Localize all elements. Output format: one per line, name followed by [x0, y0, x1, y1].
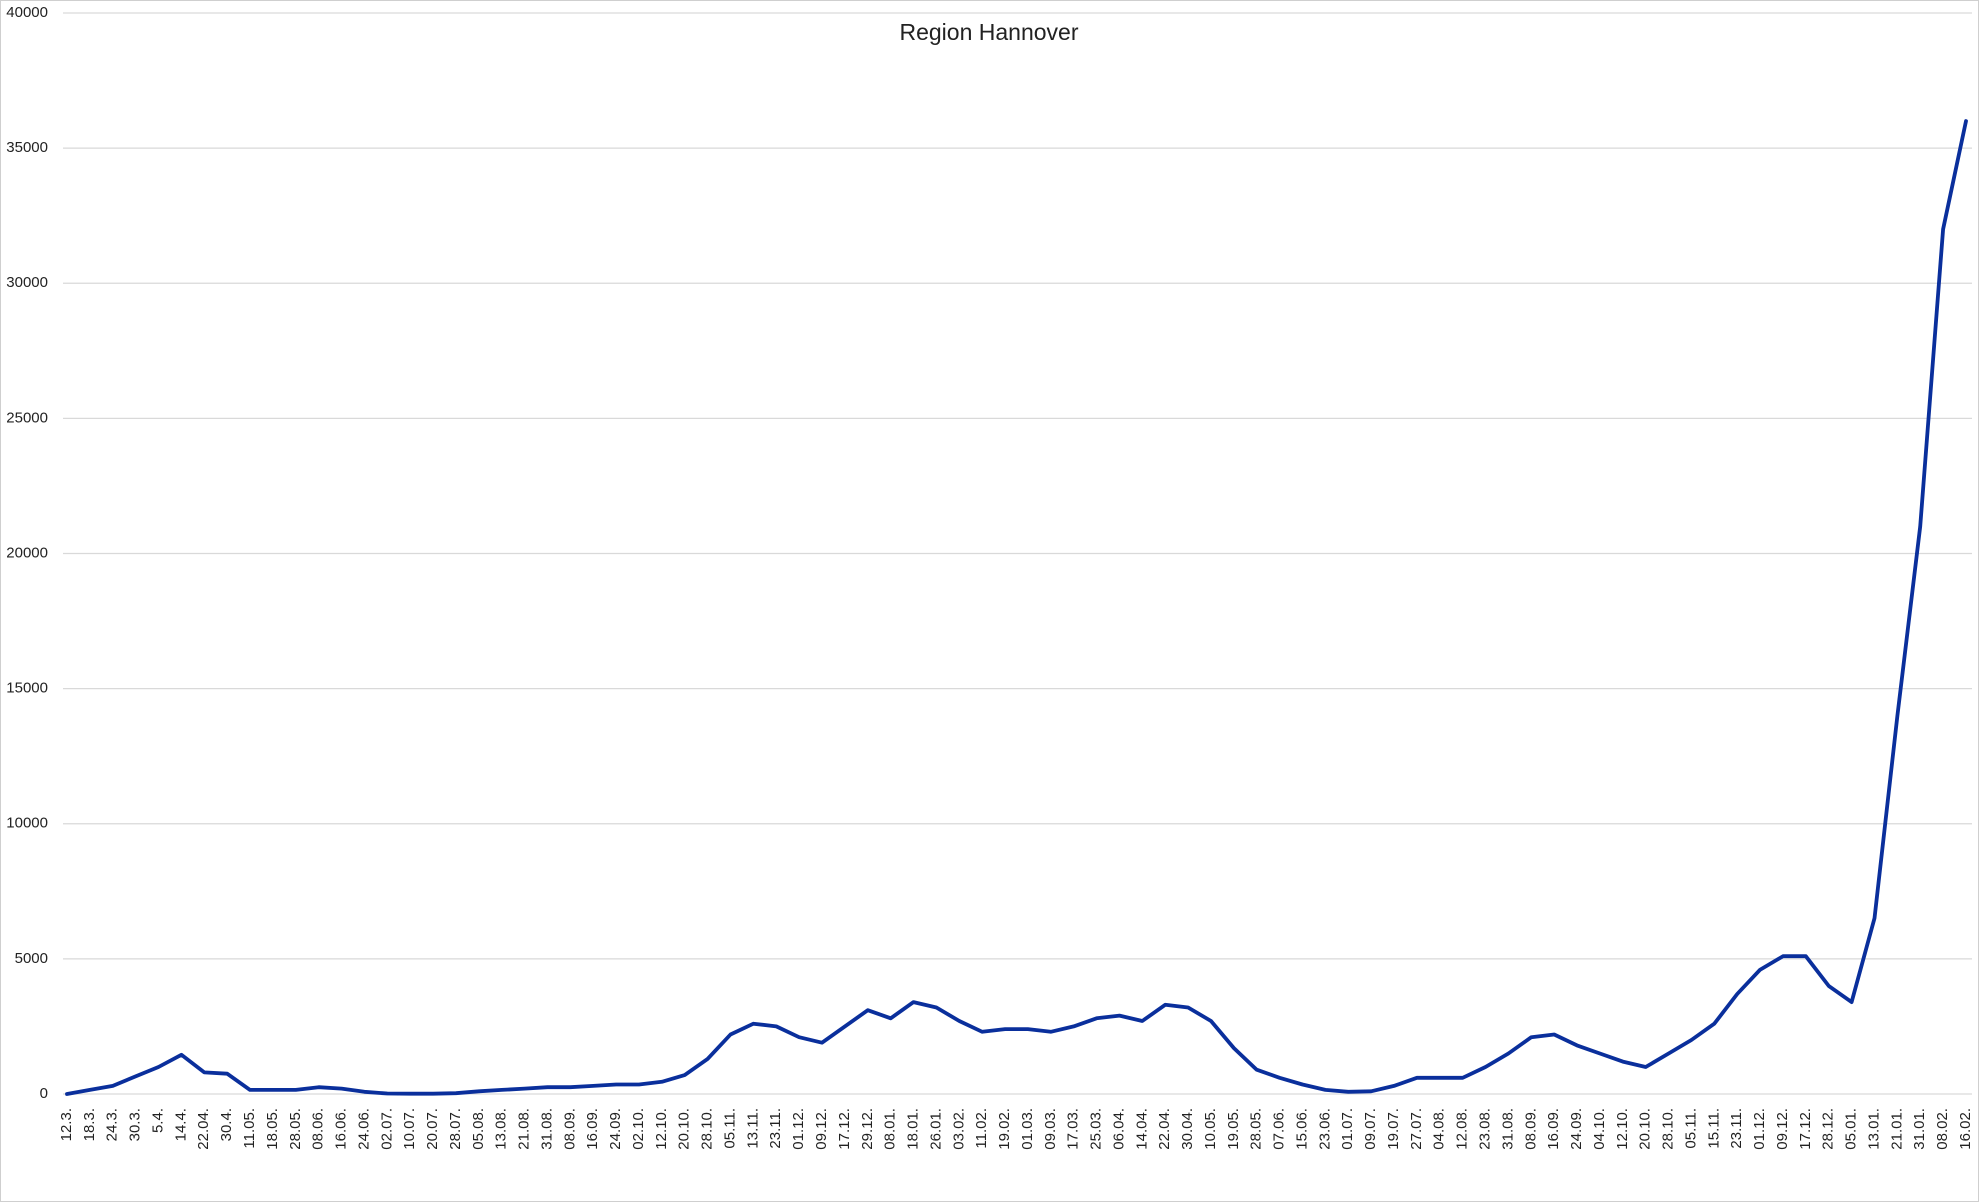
data-line — [65, 119, 1968, 1096]
x-tick-label: 14.4. — [172, 1108, 189, 1141]
x-tick-label: 29.12. — [859, 1108, 876, 1150]
x-tick-label: 05.11. — [721, 1108, 738, 1149]
x-tick-label: 23.11. — [767, 1108, 784, 1149]
chart-title: Region Hannover — [899, 19, 1078, 45]
x-tick-label: 19.02. — [996, 1108, 1013, 1150]
x-tick-label: 13.08. — [493, 1108, 510, 1150]
x-tick-label: 31.08. — [1499, 1108, 1516, 1150]
x-tick-label: 18.01. — [905, 1108, 922, 1150]
x-tick-label: 13.11. — [744, 1108, 761, 1149]
x-tick-label: 02.07. — [378, 1108, 395, 1150]
x-tick-label: 01.12. — [1751, 1108, 1768, 1150]
x-tick-label: 19.07. — [1385, 1108, 1402, 1150]
x-tick-label: 23.08. — [1476, 1108, 1493, 1150]
x-tick-label: 05.11. — [1682, 1108, 1699, 1149]
x-tick-label: 09.07. — [1362, 1108, 1379, 1150]
x-tick-label: 27.07. — [1408, 1108, 1425, 1150]
x-tick-label: 21.08. — [516, 1108, 533, 1150]
x-tick-label: 17.03. — [1065, 1108, 1082, 1150]
x-tick-label: 22.04. — [195, 1108, 212, 1150]
y-tick-label: 25000 — [6, 409, 48, 426]
x-tick-label: 16.09. — [584, 1108, 601, 1150]
x-tick-label: 06.04. — [1110, 1108, 1127, 1150]
x-tick-label: 08.09. — [1522, 1108, 1539, 1150]
y-tick-label: 0 — [40, 1085, 48, 1102]
x-tick-label: 04.10. — [1591, 1108, 1608, 1150]
x-tick-label: 15.06. — [1293, 1108, 1310, 1150]
x-tick-label: 08.01. — [882, 1108, 899, 1150]
y-tick-label: 15000 — [6, 680, 48, 697]
x-tick-label: 09.03. — [1042, 1108, 1059, 1150]
x-tick-label: 31.01. — [1911, 1108, 1928, 1150]
x-tick-label: 20.07. — [424, 1108, 441, 1150]
x-tick-label: 12.3. — [58, 1108, 75, 1141]
x-tick-label: 30.4. — [218, 1108, 235, 1141]
x-tick-label: 30.3. — [127, 1108, 144, 1141]
x-tick-label: 15.11. — [1705, 1108, 1722, 1149]
x-tick-label: 28.05. — [1248, 1108, 1265, 1150]
x-tick-label: 05.01. — [1843, 1108, 1860, 1150]
y-tick-label: 35000 — [6, 139, 48, 156]
x-tick-label: 31.08. — [538, 1108, 555, 1150]
x-tick-label: 20.10. — [676, 1108, 693, 1150]
x-tick-label: 05.08. — [470, 1108, 487, 1150]
x-tick-label: 28.07. — [447, 1108, 464, 1150]
x-tick-label: 13.01. — [1865, 1108, 1882, 1150]
x-tick-label: 12.08. — [1454, 1108, 1471, 1150]
x-tick-label: 21.01. — [1888, 1108, 1905, 1150]
x-tick-label: 24.3. — [104, 1108, 121, 1141]
y-tick-label: 5000 — [15, 950, 48, 967]
x-tick-label: 16.09. — [1545, 1108, 1562, 1150]
x-tick-label: 01.12. — [790, 1108, 807, 1150]
x-tick-label: 25.03. — [1088, 1108, 1105, 1150]
x-tick-label: 18.3. — [81, 1108, 98, 1141]
x-tick-label: 28.05. — [287, 1108, 304, 1150]
x-tick-label: 14.04. — [1133, 1108, 1150, 1150]
x-tick-label: 08.02. — [1934, 1108, 1951, 1150]
x-tick-label: 02.10. — [630, 1108, 647, 1150]
y-tick-label: 10000 — [6, 815, 48, 832]
x-tick-label: 04.08. — [1431, 1108, 1448, 1150]
x-tick-label: 08.09. — [561, 1108, 578, 1150]
x-tick-label: 01.03. — [1019, 1108, 1036, 1150]
x-tick-label: 09.12. — [813, 1108, 830, 1150]
x-tick-label: 20.10. — [1637, 1108, 1654, 1150]
x-tick-label: 11.05. — [241, 1108, 258, 1149]
x-tick-label: 28.12. — [1820, 1108, 1837, 1150]
y-tick-label: 40000 — [6, 4, 48, 21]
x-tick-label: 23.06. — [1316, 1108, 1333, 1150]
x-tick-label: 03.02. — [950, 1108, 967, 1150]
x-tick-label: 24.09. — [607, 1108, 624, 1150]
x-tick-label: 23.11. — [1728, 1108, 1745, 1149]
x-tick-label: 09.12. — [1774, 1108, 1791, 1150]
x-tick-label: 12.10. — [1614, 1108, 1631, 1150]
x-tick-label: 28.10. — [1660, 1108, 1677, 1150]
x-tick-label: 10.05. — [1202, 1108, 1219, 1150]
x-tick-label: 10.07. — [401, 1108, 418, 1150]
x-tick-label: 16.02. — [1957, 1108, 1974, 1150]
x-tick-label: 01.07. — [1339, 1108, 1356, 1150]
x-tick-label: 24.06. — [355, 1108, 372, 1150]
x-tick-label: 5.4. — [149, 1108, 166, 1133]
x-tick-label: 30.04. — [1179, 1108, 1196, 1150]
x-tick-label: 18.05. — [264, 1108, 281, 1150]
y-tick-label: 20000 — [6, 544, 48, 561]
y-tick-label: 30000 — [6, 274, 48, 291]
x-tick-label: 08.06. — [310, 1108, 327, 1150]
x-tick-label: 26.01. — [927, 1108, 944, 1150]
x-tick-label: 16.06. — [333, 1108, 350, 1150]
x-tick-label: 19.05. — [1225, 1108, 1242, 1150]
x-tick-label: 28.10. — [699, 1108, 716, 1150]
x-tick-label: 07.06. — [1271, 1108, 1288, 1150]
x-tick-label: 17.12. — [1797, 1108, 1814, 1150]
x-tick-label: 22.04. — [1156, 1108, 1173, 1150]
x-tick-label: 11.02. — [973, 1108, 990, 1149]
x-tick-label: 12.10. — [653, 1108, 670, 1150]
x-tick-label: 17.12. — [836, 1108, 853, 1150]
x-tick-label: 24.09. — [1568, 1108, 1585, 1150]
